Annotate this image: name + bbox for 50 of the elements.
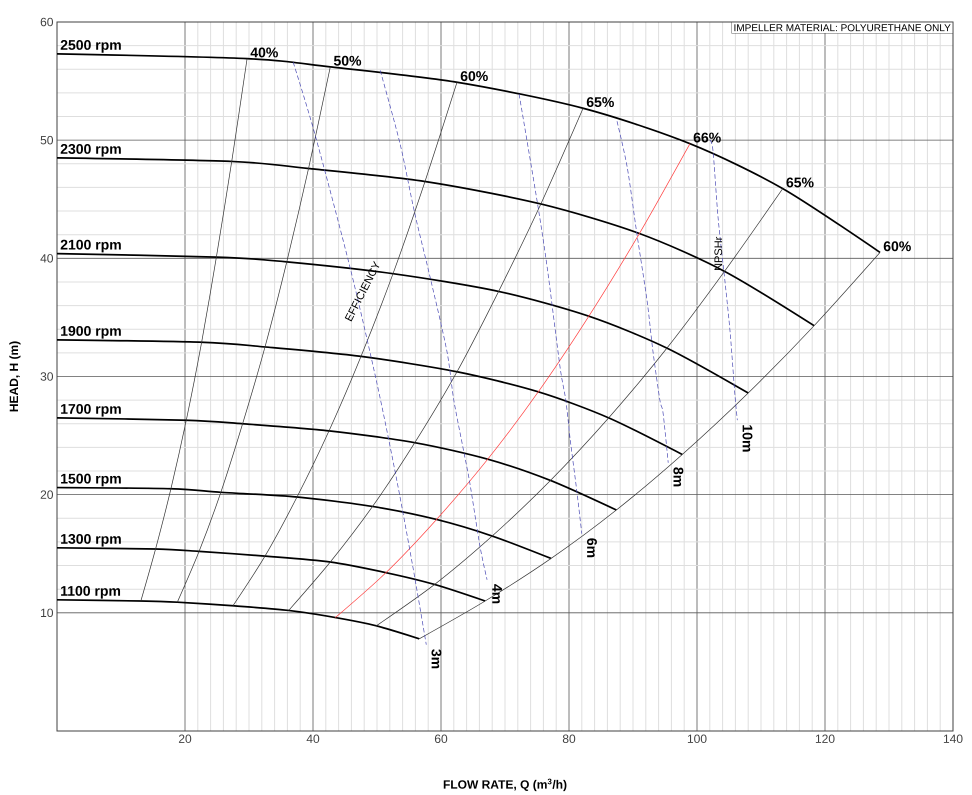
text: 10m (742, 425, 752, 452)
line-series (56, 339, 684, 456)
series-label: 2300 rpm (60, 144, 121, 157)
x-tick-label: 120 (816, 734, 835, 744)
series-label: 1100 rpm (61, 586, 120, 599)
line-series (56, 546, 486, 602)
series-label: 2100 rpm (60, 240, 121, 252)
line-series (140, 58, 248, 602)
y-tick-label: 40 (40, 254, 54, 263)
x-tick-label: 60 (434, 734, 448, 744)
series-label: 50% (334, 56, 362, 66)
series-label: 1700 rpm (61, 404, 121, 417)
x-tick-label: 20 (178, 734, 192, 744)
x-axis-title: FLOW RATE, Q (m$^{3}$/h) (444, 778, 566, 792)
line-series (518, 94, 582, 534)
series-label: 1300 rpm (61, 534, 121, 547)
text: 4m (492, 584, 502, 604)
y-tick-label: 20 (40, 490, 54, 499)
series-label: 65% (786, 177, 814, 188)
text: 6m (587, 538, 597, 558)
series-label: 65% (586, 97, 614, 108)
y-tick-label: 60 (40, 18, 54, 26)
text: 8m (673, 467, 684, 486)
y-axis-title: HEAD, H (m) (9, 341, 20, 412)
line-series (380, 70, 488, 580)
y-tick-label: 10 (41, 608, 54, 618)
line-series (335, 143, 690, 618)
x-tick-label: 100 (688, 734, 707, 744)
y-tick-label: 50 (40, 136, 54, 144)
series-label: 40% (250, 48, 278, 58)
annotation: NPSHr (714, 236, 722, 270)
line-series (56, 417, 618, 511)
annotation: IMPELLER MATERIAL: POLYURETHANE ONLY (734, 24, 951, 32)
line-series (288, 108, 584, 611)
line-series (56, 157, 815, 327)
y-tick-label: 30 (40, 372, 54, 381)
line-series (232, 82, 458, 606)
series-label: 1900 rpm (61, 326, 121, 339)
x-tick-label: 80 (562, 734, 576, 744)
series-label: 1500 rpm (61, 474, 121, 486)
line-series (56, 486, 552, 560)
series-label: 60% (460, 71, 488, 82)
line-series (56, 598, 420, 640)
line-series (176, 66, 331, 603)
series-label: 2500 rpm (60, 40, 121, 53)
x-tick-label: 40 (306, 734, 320, 744)
line-series (616, 120, 669, 464)
text: 3m (431, 649, 442, 668)
series-label: 60% (884, 241, 911, 252)
x-tick-label: 140 (944, 734, 963, 744)
